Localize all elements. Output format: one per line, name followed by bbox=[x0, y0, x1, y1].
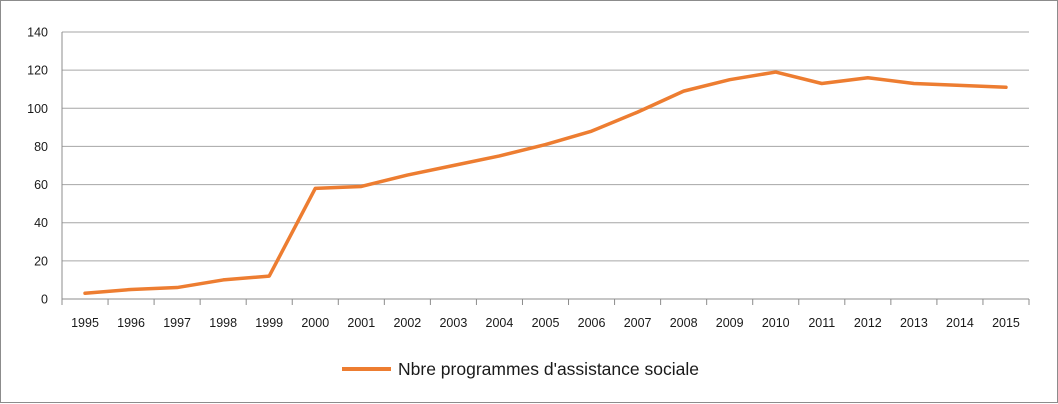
y-tick-label: 60 bbox=[34, 178, 48, 192]
data-point bbox=[221, 278, 225, 282]
data-point bbox=[313, 186, 317, 190]
gridlines bbox=[62, 31, 1029, 262]
legend: Nbre programmes d'assistance sociale bbox=[342, 359, 699, 379]
series-layer bbox=[83, 70, 1008, 296]
x-tick-label: 2007 bbox=[624, 316, 652, 330]
x-tick-label: 2011 bbox=[808, 316, 835, 330]
data-point bbox=[958, 83, 962, 87]
data-point bbox=[1004, 85, 1008, 89]
x-tick-label: 2006 bbox=[578, 316, 606, 330]
x-tick-label: 2004 bbox=[486, 316, 514, 330]
data-point bbox=[451, 164, 455, 168]
data-point bbox=[544, 143, 548, 147]
x-tick-label: 2014 bbox=[946, 316, 974, 330]
data-point bbox=[590, 129, 594, 133]
data-point bbox=[820, 81, 824, 85]
x-tick-label: 2005 bbox=[532, 316, 560, 330]
axes bbox=[61, 32, 1030, 305]
y-axis-tick-labels: 0 20 40 60 80 100 120 140 bbox=[27, 26, 48, 307]
data-point bbox=[83, 291, 87, 295]
x-tick-label: 1996 bbox=[117, 316, 145, 330]
y-tick-label: 120 bbox=[27, 64, 48, 78]
x-tick-label: 2001 bbox=[347, 316, 375, 330]
x-tick-label: 2008 bbox=[670, 316, 698, 330]
x-tick-label: 2010 bbox=[762, 316, 790, 330]
y-tick-label: 140 bbox=[27, 26, 48, 40]
x-tick-label: 2000 bbox=[301, 316, 329, 330]
data-point bbox=[636, 110, 640, 114]
legend-label: Nbre programmes d'assistance sociale bbox=[398, 359, 699, 379]
x-tick-label: 1999 bbox=[255, 316, 283, 330]
x-tick-label: 1998 bbox=[209, 316, 237, 330]
data-point bbox=[359, 184, 363, 188]
data-point bbox=[129, 287, 133, 291]
data-point bbox=[728, 78, 732, 82]
x-tick-label: 2003 bbox=[439, 316, 467, 330]
x-tick-label: 1995 bbox=[71, 316, 99, 330]
y-tick-label: 20 bbox=[34, 254, 48, 268]
data-point bbox=[774, 70, 778, 74]
x-tick-label: 2009 bbox=[716, 316, 744, 330]
x-tick-label: 2015 bbox=[992, 316, 1020, 330]
x-axis-tick-labels: 1995 1996 1997 1998 1999 2000 2001 2002 2003 2004… bbox=[71, 316, 1020, 330]
series-line bbox=[83, 70, 1008, 296]
y-tick-label: 0 bbox=[41, 293, 48, 307]
x-tick-label: 2012 bbox=[854, 316, 882, 330]
data-point bbox=[682, 89, 686, 93]
y-tick-label: 100 bbox=[27, 102, 48, 116]
x-tick-label: 1997 bbox=[163, 316, 191, 330]
data-point bbox=[405, 173, 409, 177]
x-tick-label: 2013 bbox=[900, 316, 928, 330]
y-tick-label: 80 bbox=[34, 140, 48, 154]
data-point bbox=[267, 274, 271, 278]
data-point bbox=[175, 286, 179, 290]
data-point bbox=[866, 76, 870, 80]
x-tick-label: 2002 bbox=[393, 316, 421, 330]
y-tick-label: 40 bbox=[34, 216, 48, 230]
data-point bbox=[912, 81, 916, 85]
data-point bbox=[497, 154, 501, 158]
